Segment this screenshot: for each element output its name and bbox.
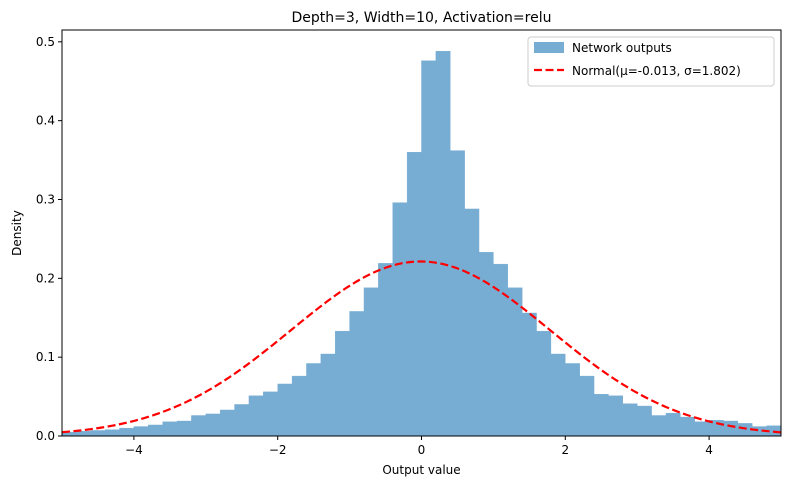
histogram-bar <box>694 421 710 437</box>
histogram-bar <box>335 330 350 437</box>
histogram-bar <box>680 416 695 437</box>
legend-box <box>527 36 775 87</box>
normal-curve-line <box>61 260 782 434</box>
histogram-bar <box>234 404 250 437</box>
histogram-bar <box>593 394 609 437</box>
histogram-bar <box>119 427 135 437</box>
histogram-bar <box>493 263 508 437</box>
histogram-bar <box>90 430 106 437</box>
histogram-bar <box>507 287 523 437</box>
histogram-bar <box>608 395 624 437</box>
y-axis-label: Density <box>10 210 24 256</box>
legend: Network outputs Normal(μ=-0.013, σ=1.802… <box>527 36 775 87</box>
x-axis-label: Output value <box>382 463 460 477</box>
y-tick-label: 0.1 <box>36 350 55 364</box>
histogram-bar <box>622 403 638 437</box>
y-tick-label: 0.0 <box>36 429 55 443</box>
x-axis-ticks: −4 −2 0 2 4 <box>125 436 713 457</box>
histogram-bar <box>148 424 163 437</box>
x-tick-label: −2 <box>269 443 287 457</box>
histogram-bar <box>76 431 91 437</box>
histogram-bar <box>378 263 393 437</box>
histogram-bar <box>565 363 580 437</box>
y-tick-label: 0.2 <box>36 271 55 285</box>
histogram-bar <box>205 413 221 437</box>
histogram-bar <box>176 420 192 437</box>
y-tick-label: 0.5 <box>36 35 55 49</box>
y-axis-ticks: 0.0 0.1 0.2 0.3 0.4 0.5 <box>36 35 62 443</box>
histogram-bar <box>162 421 178 437</box>
legend-swatch-network-outputs <box>534 42 564 53</box>
histogram-bar <box>723 420 739 437</box>
histogram-bar <box>464 208 480 437</box>
legend-label-network-outputs: Network outputs <box>572 41 672 55</box>
histogram-bar <box>248 395 264 437</box>
histogram-bar <box>277 383 293 437</box>
histogram-bar <box>550 353 566 437</box>
histogram-bar <box>435 51 451 437</box>
histogram-bar <box>406 151 422 437</box>
histogram-bar <box>665 412 681 437</box>
histogram-bar <box>651 415 667 437</box>
histogram-bar <box>478 252 494 437</box>
histogram-bar <box>450 150 465 437</box>
histogram-bar <box>291 375 307 437</box>
histogram-bar <box>521 312 537 437</box>
histogram-bar <box>320 353 336 437</box>
histogram-bar <box>421 60 437 437</box>
x-tick-label: 0 <box>418 443 426 457</box>
histogram-bar <box>579 375 595 437</box>
histogram-bar <box>349 311 365 437</box>
histogram-bar <box>219 409 235 437</box>
histogram-bar <box>133 426 149 437</box>
legend-label-normal-curve: Normal(μ=-0.013, σ=1.802) <box>572 64 741 78</box>
histogram-bar <box>191 415 206 437</box>
y-tick-label: 0.4 <box>36 114 55 128</box>
histogram-bar <box>363 287 379 437</box>
histogram-bar <box>536 330 552 437</box>
chart-title: Depth=3, Width=10, Activation=relu <box>292 10 552 26</box>
x-tick-label: 2 <box>561 443 569 457</box>
histogram-bar <box>306 363 322 437</box>
histogram-bar <box>104 429 120 437</box>
y-tick-label: 0.3 <box>36 192 55 206</box>
histogram-bar <box>263 391 278 437</box>
x-tick-label: 4 <box>705 443 713 457</box>
histogram-bars <box>61 51 782 437</box>
x-tick-label: −4 <box>125 443 143 457</box>
histogram-bar <box>637 405 652 437</box>
histogram-bar <box>392 202 408 437</box>
